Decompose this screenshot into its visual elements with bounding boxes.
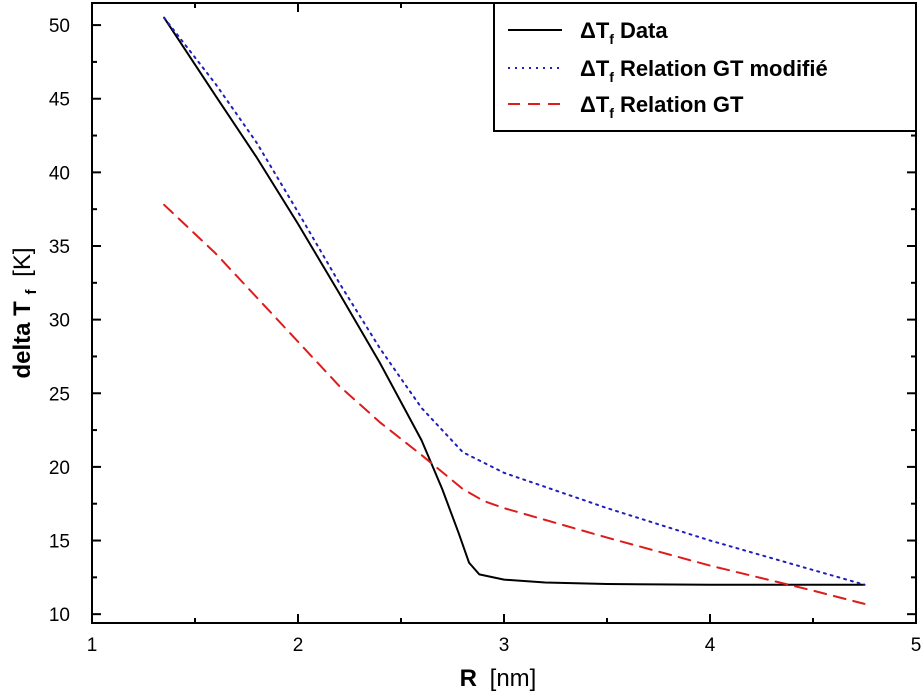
legend-prefix: ΔT [580, 56, 610, 81]
legend-entry-data: ΔTf Data [580, 18, 668, 47]
y-tick-label: 50 [49, 16, 70, 37]
legend-sub: f [609, 105, 614, 121]
legend-label-gt: Relation GT [620, 92, 744, 117]
x-axis-title-unit: [nm] [490, 665, 537, 692]
x-tick-label: 5 [911, 635, 922, 656]
y-tick-label: 10 [49, 605, 70, 626]
x-tick-label: 4 [705, 635, 716, 656]
legend-prefix: ΔT [580, 18, 610, 43]
y-axis-title-main: delta T [9, 301, 36, 379]
x-axis-title-main: R [460, 665, 477, 692]
series-line-2 [163, 203, 866, 605]
x-tick-label: 2 [293, 635, 304, 656]
series-line-1 [163, 16, 866, 586]
x-axis-title: R [nm] [460, 665, 537, 692]
x-tick-label: 3 [499, 635, 510, 656]
legend-box [493, 2, 917, 132]
legend-entry-gt: ΔTf Relation GT [580, 92, 744, 121]
y-tick-label: 40 [49, 163, 70, 184]
y-tick-label: 30 [49, 311, 70, 332]
y-tick-label: 25 [49, 384, 70, 405]
legend-label-gt-modifie: Relation GT modifié [620, 56, 828, 81]
legend-entry-gt-modifie: ΔTf Relation GT modifié [580, 56, 828, 85]
y-axis-title-unit: [K] [9, 247, 36, 276]
legend-label-data: Data [620, 18, 668, 43]
y-tick-label: 20 [49, 458, 70, 479]
legend-sub: f [609, 69, 614, 85]
y-tick-label: 45 [49, 90, 70, 111]
y-axis-title-sub: f [23, 289, 40, 295]
y-tick-label: 15 [49, 532, 70, 553]
y-axis-title: delta T f [K] [9, 247, 42, 378]
x-tick-label: 1 [87, 635, 98, 656]
legend: ΔTf Data ΔTf Relation GT modifié ΔTf Relati… [493, 2, 917, 132]
y-tick-label: 35 [49, 237, 70, 258]
legend-prefix: ΔT [580, 92, 610, 117]
series-lines [163, 16, 866, 605]
legend-sub: f [609, 31, 614, 47]
series-line-0 [163, 16, 866, 586]
